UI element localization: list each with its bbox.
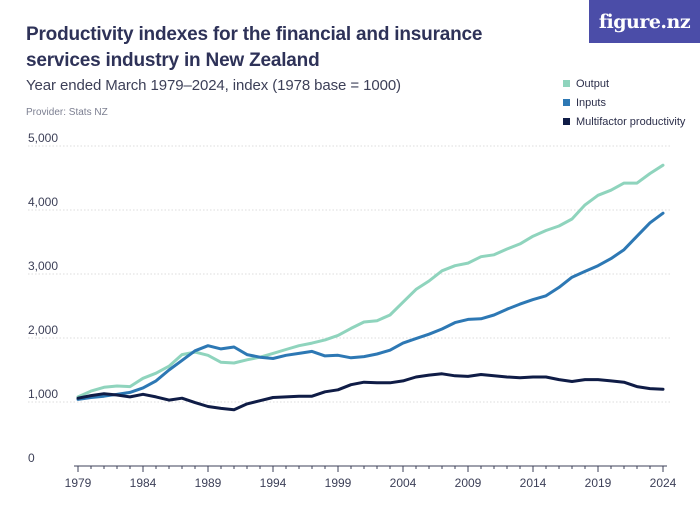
x-tick-label: 2019 (585, 476, 612, 490)
x-tick-label: 1989 (195, 476, 222, 490)
series-line-output (76, 163, 665, 399)
x-tick-label: 2014 (520, 476, 547, 490)
legend-swatch-multifactor-productivity (563, 118, 570, 125)
x-tick-label: 1979 (65, 476, 92, 490)
x-tick-label: 1984 (130, 476, 157, 490)
legend-label-inputs: Inputs (576, 96, 606, 109)
figure-nz-logo[interactable]: figure.nz (589, 0, 700, 43)
legend-swatch-inputs (563, 99, 570, 106)
chart-subtitle: Year ended March 1979–2024, index (1978 … (26, 77, 401, 94)
x-tick-label: 2004 (390, 476, 417, 490)
y-tick-label: 1,000 (28, 387, 58, 401)
y-tick-label: 2,000 (28, 323, 58, 337)
legend-item-multifactor-productivity: Multifactor productivity (563, 112, 685, 131)
legend-label-multifactor-productivity: Multifactor productivity (576, 115, 686, 128)
legend-label-output: Output (576, 77, 610, 90)
x-tick-label: 2024 (650, 476, 677, 490)
data-provider: Provider: Stats NZ (26, 107, 108, 118)
x-tick-label: 2009 (455, 476, 482, 490)
chart-title: Productivity indexes for the financial a… (26, 24, 483, 71)
chart-legend: Output Inputs Multifactor productivity (563, 74, 685, 131)
y-tick-label: 3,000 (28, 259, 58, 273)
x-tick-label: 1994 (260, 476, 287, 490)
series-line-multifactor-productivity (76, 372, 665, 412)
y-tick-label: 5,000 (28, 131, 58, 145)
legend-swatch-output (563, 80, 570, 87)
legend-item-inputs: Inputs (563, 93, 685, 112)
y-tick-label: 4,000 (28, 195, 58, 209)
legend-item-output: Output (563, 74, 685, 93)
series-line-inputs (76, 211, 665, 401)
x-tick-label: 1999 (325, 476, 352, 490)
y-tick-label: 0 (28, 451, 35, 465)
